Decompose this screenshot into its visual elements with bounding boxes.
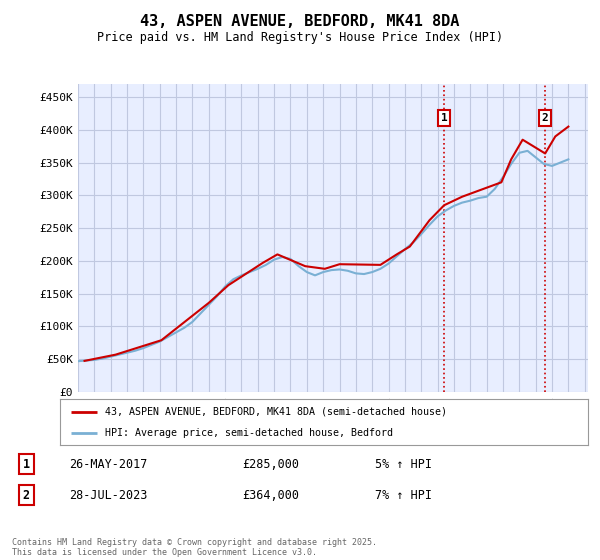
Text: 28-JUL-2023: 28-JUL-2023 (70, 488, 148, 502)
Text: 5% ↑ HPI: 5% ↑ HPI (375, 458, 432, 471)
Text: 43, ASPEN AVENUE, BEDFORD, MK41 8DA: 43, ASPEN AVENUE, BEDFORD, MK41 8DA (140, 14, 460, 29)
Text: 7% ↑ HPI: 7% ↑ HPI (375, 488, 432, 502)
Text: 1: 1 (23, 458, 30, 471)
Text: 26-MAY-2017: 26-MAY-2017 (70, 458, 148, 471)
Text: HPI: Average price, semi-detached house, Bedford: HPI: Average price, semi-detached house,… (105, 428, 393, 438)
Text: Contains HM Land Registry data © Crown copyright and database right 2025.
This d: Contains HM Land Registry data © Crown c… (12, 538, 377, 557)
Text: 1: 1 (441, 113, 448, 123)
Text: £285,000: £285,000 (242, 458, 299, 471)
Text: 2: 2 (23, 488, 30, 502)
Text: 43, ASPEN AVENUE, BEDFORD, MK41 8DA (semi-detached house): 43, ASPEN AVENUE, BEDFORD, MK41 8DA (sem… (105, 407, 447, 417)
Text: £364,000: £364,000 (242, 488, 299, 502)
Text: 2: 2 (542, 113, 548, 123)
Text: Price paid vs. HM Land Registry's House Price Index (HPI): Price paid vs. HM Land Registry's House … (97, 31, 503, 44)
